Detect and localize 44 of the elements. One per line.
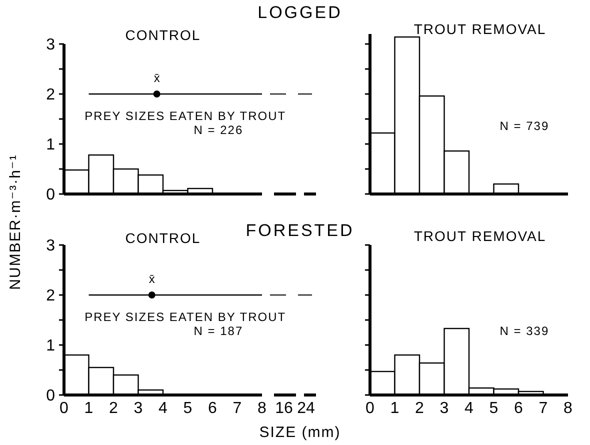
x-tick-label: 2 xyxy=(109,400,118,417)
x-tick-label: 1 xyxy=(390,400,400,417)
x-tick-label: 8 xyxy=(258,400,267,417)
chart-subtitle: CONTROL xyxy=(125,27,201,43)
annotation: N = 339 xyxy=(500,324,550,338)
text: LOGGED xyxy=(258,3,342,22)
text: 16 xyxy=(275,400,293,417)
x-tick-label: 7 xyxy=(232,400,242,417)
y-tick-label: 2 xyxy=(46,86,56,104)
annotation: PREY SIZES EATEN BY TROUT xyxy=(84,310,286,324)
x-tick-label: 3 xyxy=(134,400,143,417)
annotation: N = 739 xyxy=(500,119,550,133)
chart-subtitle: TROUT REMOVAL xyxy=(414,228,546,244)
x-tick-label: 8 xyxy=(564,400,573,417)
x-tick-label: 1 xyxy=(84,400,94,417)
y-tick-label: 2 xyxy=(46,288,56,305)
text: 24 xyxy=(297,400,315,417)
x-tick-label: 7 xyxy=(538,400,548,417)
x-tick-label: 4 xyxy=(158,400,168,417)
annotation: N = 187 xyxy=(194,324,244,338)
x-tick-label: 3 xyxy=(440,400,449,417)
x-tick-label: 6 xyxy=(208,400,218,417)
annotation: N = 226 xyxy=(194,123,244,137)
x-tick-label: 4 xyxy=(464,400,474,417)
chart-subtitle: TROUT REMOVAL xyxy=(414,21,546,37)
y-tick-label: 1 xyxy=(46,338,56,355)
x-tick-label: 2 xyxy=(415,400,424,417)
annotation: x̄ xyxy=(148,272,155,286)
chart-subtitle: CONTROL xyxy=(125,230,201,246)
x-tick-label: 6 xyxy=(514,400,524,417)
y-tick-label: 3 xyxy=(46,36,56,54)
y-tick-label: 0 xyxy=(46,388,56,405)
y-tick-label: 3 xyxy=(46,238,56,255)
x-tick-label: 5 xyxy=(183,400,192,417)
text: FORESTED xyxy=(246,221,354,240)
y-tick-label: 0 xyxy=(46,186,56,204)
x-tick-label: 0 xyxy=(366,400,375,417)
x-axis-title: SIZE (mm) xyxy=(259,424,341,441)
x-tick-label: 0 xyxy=(60,400,69,417)
y-axis-title: NUMBER·m⁻³·h⁻¹ xyxy=(7,154,24,290)
annotation: PREY SIZES EATEN BY TROUT xyxy=(84,109,286,123)
x-tick-label: 5 xyxy=(489,400,498,417)
y-tick-label: 1 xyxy=(46,136,56,154)
annotation: x̄ xyxy=(154,71,160,85)
